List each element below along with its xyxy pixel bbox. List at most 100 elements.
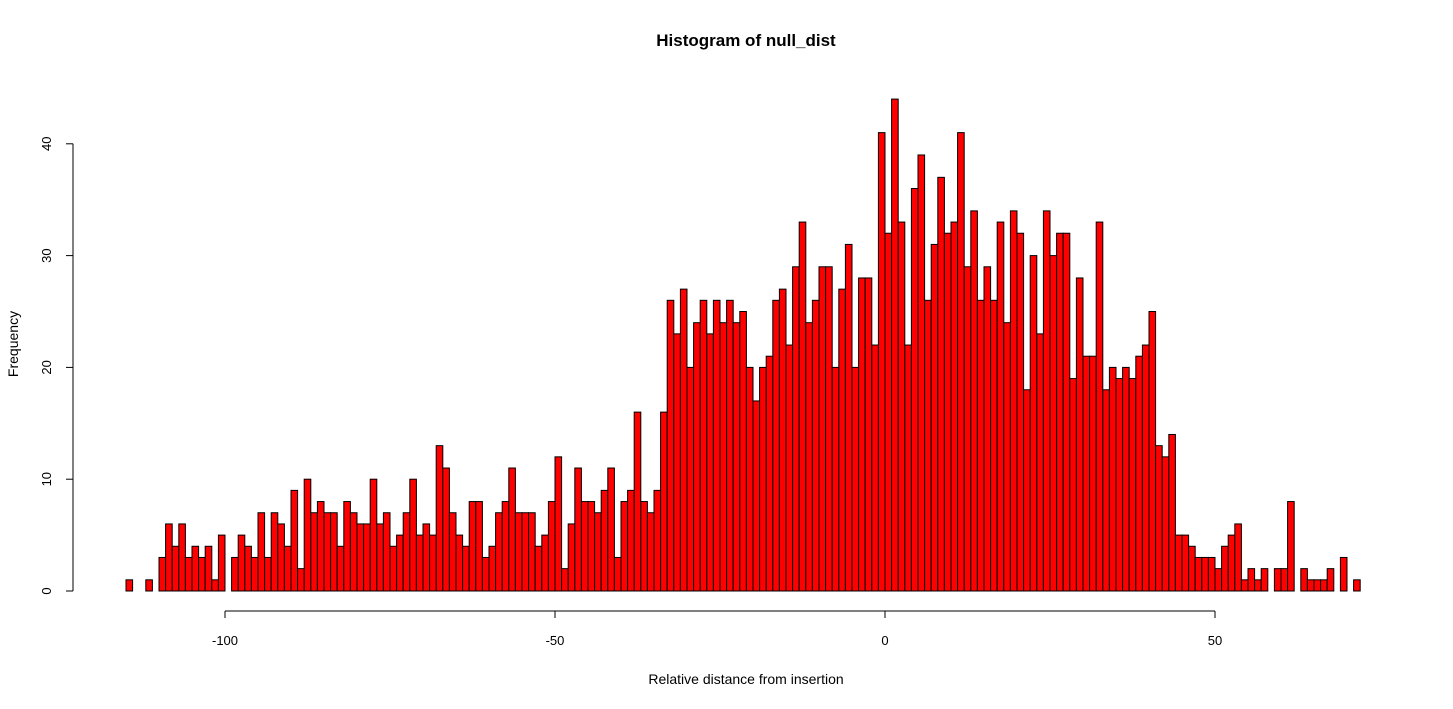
histogram-bar: [864, 277, 873, 592]
histogram-bar: [686, 366, 695, 592]
histogram-bar: [165, 523, 173, 592]
y-tick-label: 20: [39, 360, 54, 374]
histogram-bar: [640, 501, 648, 592]
chart-title: Histogram of null_dist: [656, 31, 836, 50]
histogram-bar: [534, 545, 543, 592]
histogram-bar: [462, 545, 470, 592]
histogram-bar: [382, 512, 391, 592]
histogram-bar: [250, 556, 259, 592]
histogram-bar: [1122, 366, 1130, 592]
histogram-bar: [415, 534, 424, 592]
histogram-bar: [435, 445, 444, 592]
y-axis-label: Frequency: [5, 311, 21, 377]
histogram-bar: [712, 299, 721, 592]
histogram-bar: [1108, 366, 1117, 592]
histogram-bar: [396, 534, 404, 592]
histogram-bar: [448, 512, 457, 592]
histogram-bar: [574, 467, 582, 592]
y-tick-label: 10: [39, 472, 54, 486]
histogram-bar: [1155, 445, 1163, 592]
histogram-bar: [1313, 579, 1322, 592]
histogram-bar: [627, 489, 635, 592]
histogram-bar: [910, 188, 919, 592]
histogram-bar: [1115, 378, 1124, 592]
histogram-bar: [884, 232, 893, 592]
histogram-bar: [429, 534, 437, 592]
histogram-bar: [1062, 232, 1071, 592]
histogram-bar: [1075, 277, 1084, 592]
histogram-bar: [1194, 556, 1203, 592]
x-tick-label: -100: [212, 633, 238, 648]
histogram-bar: [217, 534, 226, 592]
histogram-bar: [1069, 378, 1077, 592]
x-tick-label: 50: [1208, 633, 1222, 648]
histogram-bar: [1161, 456, 1170, 592]
y-axis: 0 10 20 30 40: [39, 137, 74, 595]
histogram-bar: [1287, 501, 1295, 592]
histogram-bar: [349, 512, 358, 592]
histogram-bar: [990, 299, 998, 592]
histogram-bar: [660, 411, 668, 592]
histogram-bar: [369, 478, 378, 592]
histogram-bar: [613, 556, 622, 592]
histogram-bar: [475, 501, 483, 592]
histogram-bar: [1016, 232, 1025, 592]
histogram-bar: [976, 299, 985, 592]
histogram-bar: [699, 299, 708, 592]
histogram-bar: [1339, 556, 1348, 592]
histogram-bar: [270, 512, 279, 592]
histogram-bar: [673, 333, 681, 592]
histogram-bar: [607, 467, 615, 592]
histogram-bar: [211, 579, 219, 592]
histogram-bar: [587, 501, 596, 592]
histogram-bar: [759, 366, 767, 592]
histogram-bar: [402, 512, 411, 592]
histogram-bar: [1201, 556, 1209, 592]
histogram-bar: [1254, 579, 1262, 592]
histogram-bar: [957, 132, 965, 592]
histogram-bar: [1082, 355, 1091, 592]
histogram-bar: [1280, 568, 1289, 592]
histogram-bar: [442, 467, 450, 592]
histogram-bar: [1207, 556, 1216, 592]
histogram-bar: [376, 523, 384, 592]
histogram-bar: [950, 221, 959, 592]
histogram-bar: [198, 556, 206, 592]
histogram-bar: [356, 523, 365, 592]
histogram-bar: [1029, 255, 1038, 592]
histogram-bar: [237, 534, 246, 592]
histogram-bar: [204, 545, 213, 592]
histogram-bar: [1009, 210, 1018, 592]
histogram-bar: [594, 512, 602, 592]
histogram-bar: [567, 523, 576, 592]
histogram-bar: [963, 266, 972, 592]
histogram-bar: [1135, 355, 1143, 592]
histogram-bar: [792, 266, 800, 592]
histogram-bar: [851, 366, 860, 592]
histogram-bar: [1273, 568, 1282, 592]
histogram-bar: [600, 489, 609, 592]
histogram-bar: [422, 523, 431, 592]
histogram-bar: [633, 411, 642, 592]
histogram-bar: [343, 501, 351, 592]
histogram-bar: [752, 400, 761, 592]
histogram-bar: [983, 266, 992, 592]
histogram-bar: [1221, 545, 1229, 592]
histogram-bar: [818, 266, 827, 592]
histogram-bar: [481, 556, 490, 592]
histogram-bar: [937, 176, 945, 592]
histogram-bar: [330, 512, 338, 592]
histogram-bar: [1049, 255, 1058, 592]
x-axis: -100 -50 0 50: [212, 610, 1222, 648]
histogram-bar: [726, 299, 734, 592]
histogram-bar: [825, 266, 833, 592]
histogram-bar: [1042, 210, 1051, 592]
histogram-bar: [778, 288, 787, 592]
histogram-bar: [495, 512, 503, 592]
histogram-bar: [745, 366, 754, 592]
histogram-bar: [528, 512, 536, 592]
histogram-bar: [805, 322, 813, 592]
histogram-bar: [231, 556, 239, 592]
histogram-bar: [554, 456, 563, 592]
histogram-bar: [706, 333, 714, 592]
